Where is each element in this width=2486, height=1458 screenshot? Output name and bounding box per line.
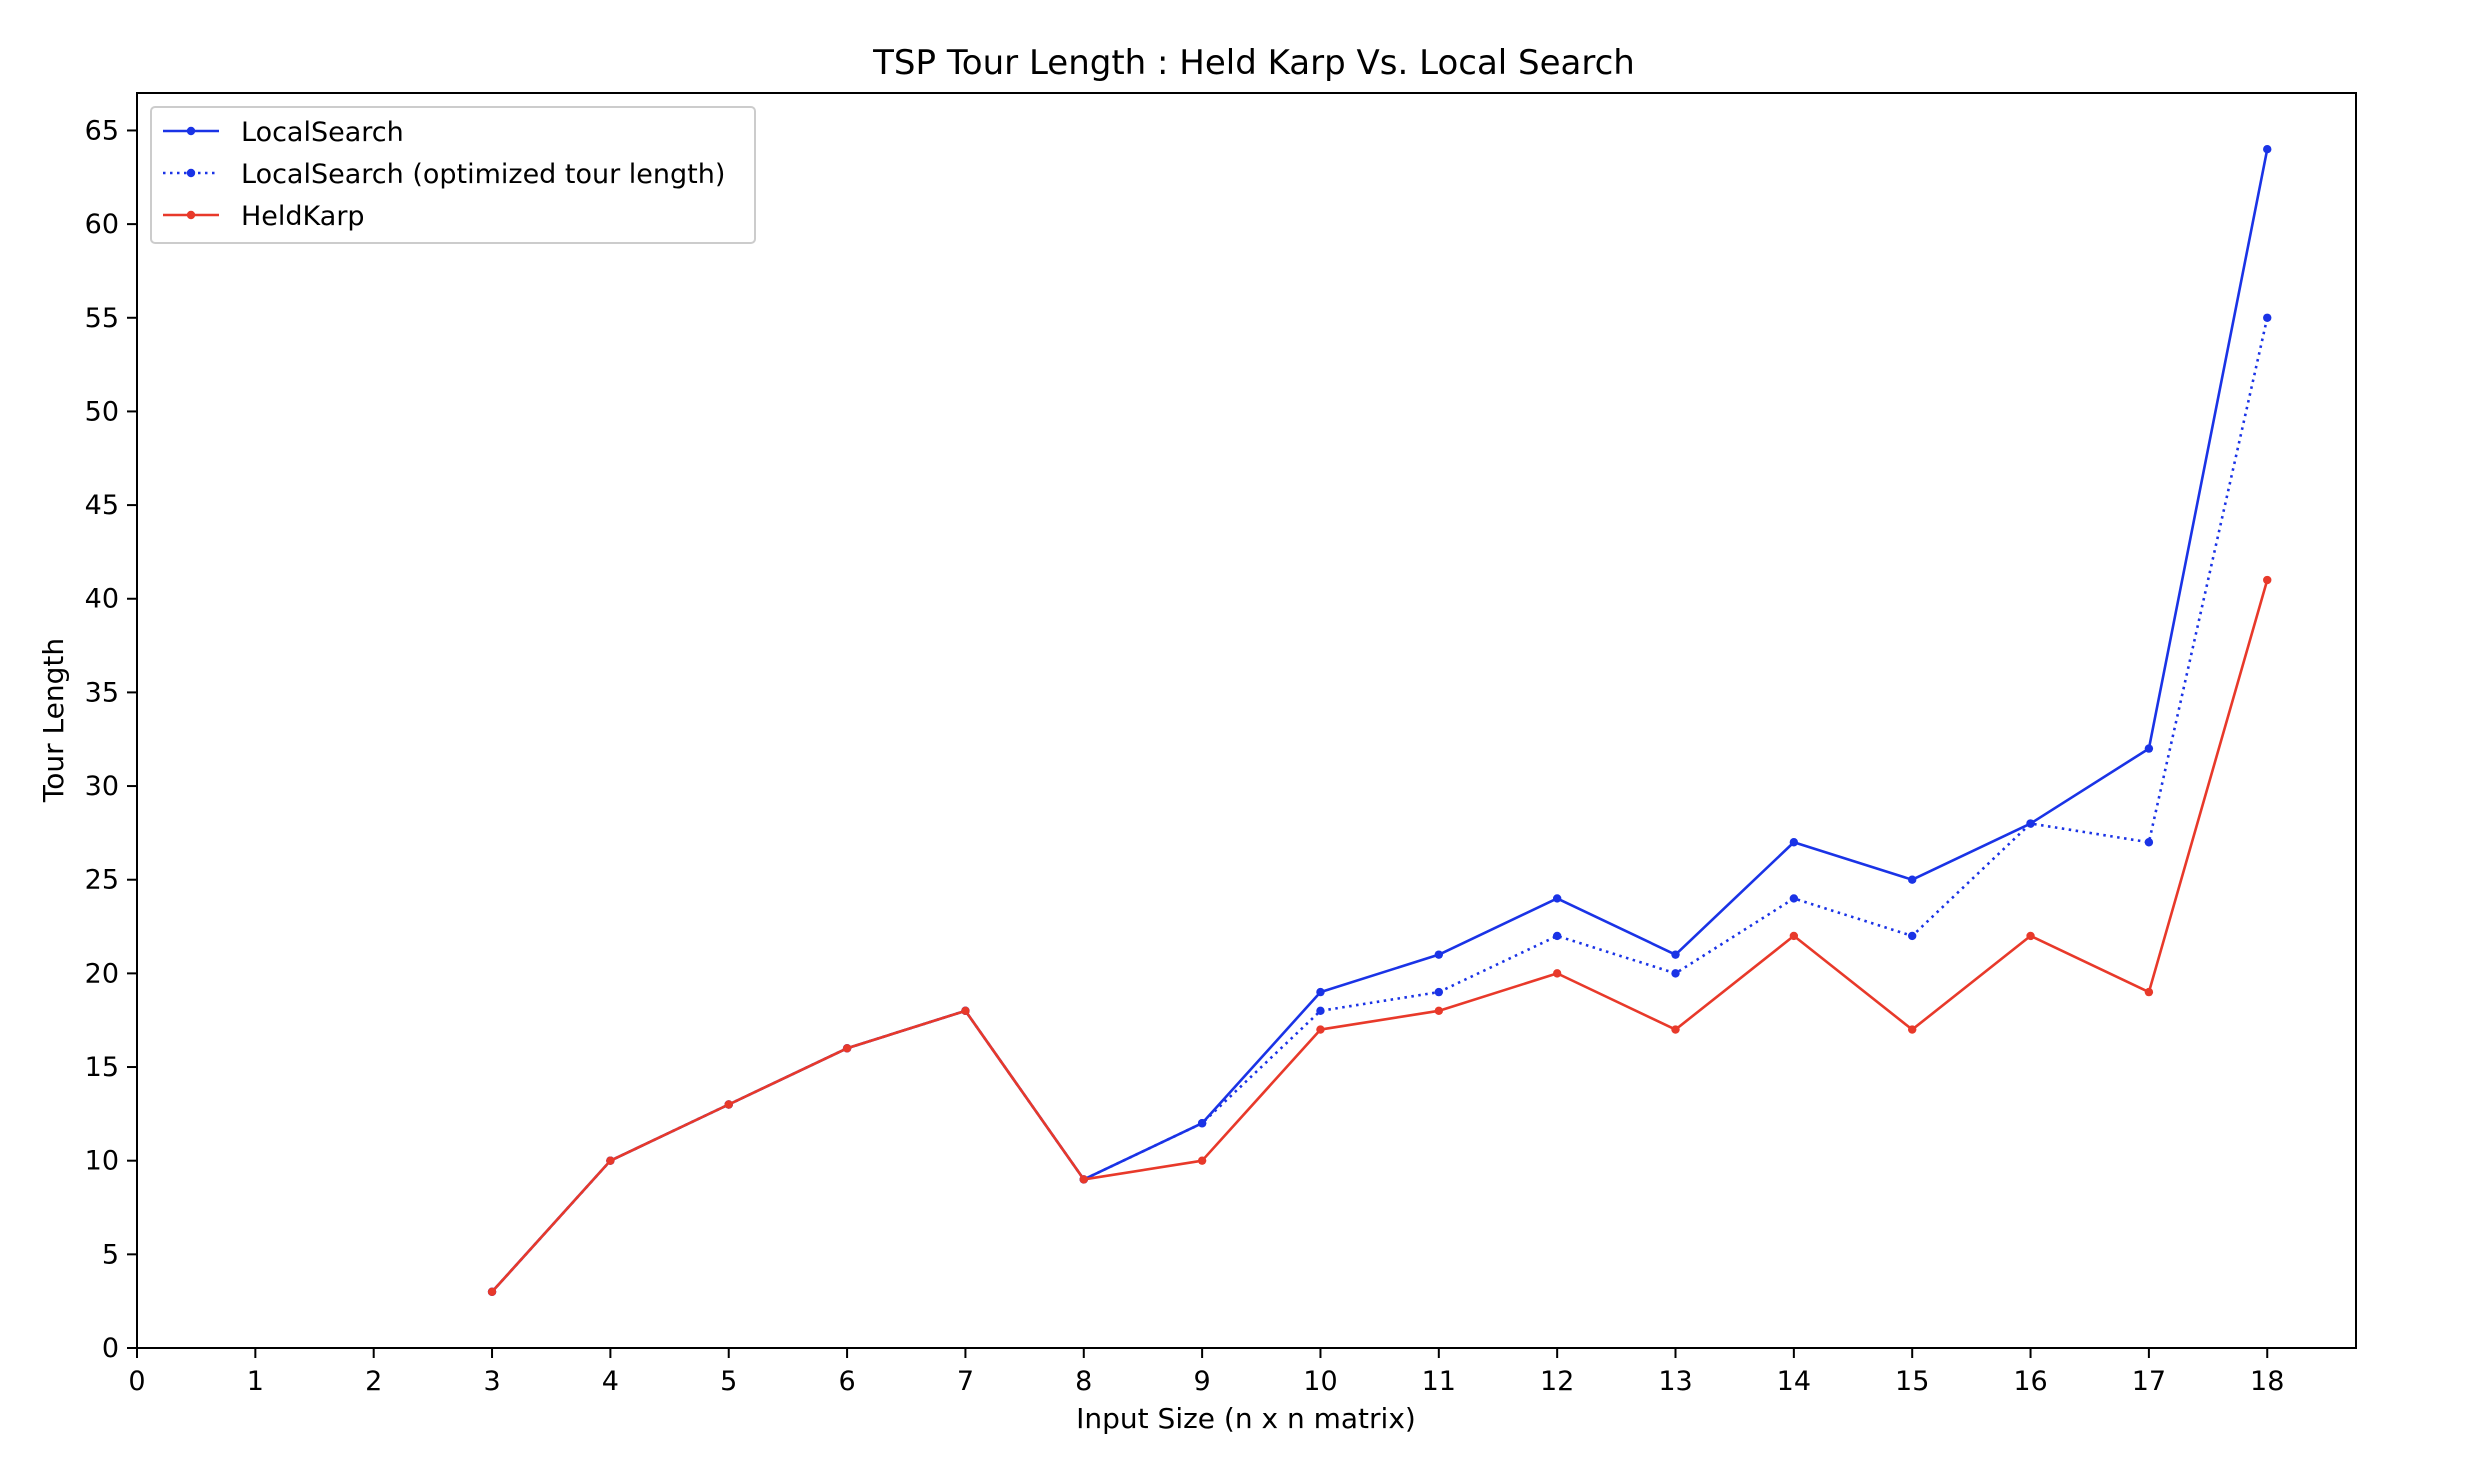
x-tick-label: 11: [1422, 1366, 1456, 1397]
legend: LocalSearch LocalSearch (optimized tour l…: [150, 106, 756, 244]
data-point: [2144, 987, 2154, 997]
data-point: [1197, 1119, 1207, 1128]
data-point: [1789, 931, 1799, 941]
data-point: [1789, 838, 1799, 847]
data-point: [1316, 1025, 1325, 1034]
series-line: [491, 579, 2269, 1293]
x-tick-label: 7: [957, 1366, 974, 1397]
series-layer: [487, 144, 2272, 1297]
data-point: [2026, 819, 2035, 828]
chart-title: TSP Tour Length : Held Karp Vs. Local Se…: [872, 43, 1635, 83]
data-point: [1908, 875, 1917, 884]
series-line: [491, 317, 2269, 1293]
data-point: [487, 1287, 497, 1297]
series-1: [487, 144, 2272, 1297]
plot-area: [136, 92, 2357, 1349]
data-point: [2263, 144, 2272, 154]
x-tick-label: 16: [2013, 1366, 2047, 1397]
data-point: [1434, 1006, 1444, 1016]
x-tick-label: 12: [1540, 1366, 1574, 1397]
data-point: [1434, 950, 1444, 959]
series-line: [491, 148, 2269, 1293]
legend-marker: [186, 168, 196, 178]
data-point: [1671, 969, 1680, 978]
y-tick-label: 10: [85, 1146, 119, 1177]
data-point: [1671, 950, 1680, 959]
x-axis-label: Input Size (n x n matrix): [1076, 1402, 1416, 1435]
y-tick-label: 15: [85, 1052, 119, 1083]
legend-marker: [186, 210, 196, 220]
data-point: [1197, 1156, 1207, 1165]
x-tick-label: 17: [2132, 1366, 2166, 1397]
legend-frame: [150, 106, 756, 244]
x-tick-label: 18: [2250, 1366, 2284, 1397]
legend-label: LocalSearch (optimized tour length): [241, 159, 725, 190]
y-tick-label: 20: [85, 958, 119, 989]
data-point: [1434, 987, 1444, 997]
data-point: [1316, 987, 1325, 997]
x-tick-label: 15: [1895, 1366, 1929, 1397]
y-tick-label: 40: [85, 584, 119, 615]
y-tick-label: 60: [85, 209, 119, 240]
data-point: [1079, 1175, 1088, 1184]
x-tick-label: 2: [365, 1366, 382, 1397]
data-point: [842, 1044, 852, 1053]
data-point: [2144, 838, 2154, 847]
legend-item: HeldKarp: [163, 201, 365, 232]
y-tick-label: 5: [102, 1239, 119, 1270]
y-tick-label: 50: [85, 396, 119, 427]
data-point: [1552, 931, 1562, 941]
data-point: [1908, 1025, 1917, 1034]
x-tick-label: 1: [247, 1366, 264, 1397]
y-tick-label: 55: [85, 303, 119, 334]
data-point: [2144, 744, 2154, 753]
y-tick-label: 65: [85, 115, 119, 146]
series-2: [487, 313, 2272, 1297]
data-point: [2263, 313, 2272, 322]
x-tick-label: 3: [483, 1366, 500, 1397]
series-3: [487, 575, 2272, 1297]
data-point: [1552, 969, 1562, 978]
data-point: [1671, 1025, 1680, 1034]
y-tick-label: 30: [85, 771, 119, 802]
data-point: [2263, 575, 2272, 585]
legend-marker: [186, 126, 196, 136]
x-tick-label: 4: [602, 1366, 619, 1397]
plot-frame: [136, 92, 2357, 1349]
x-tick-label: 13: [1658, 1366, 1692, 1397]
legend-label: LocalSearch: [241, 117, 404, 148]
y-axis: 0 5 10 15 20 25 30 35 40 45 50 55 60 65: [85, 115, 137, 1364]
y-tick-label: 25: [85, 865, 119, 896]
data-point: [724, 1100, 733, 1109]
data-point: [961, 1006, 970, 1016]
x-tick-label: 0: [128, 1366, 145, 1397]
y-axis-label: Tour Length: [37, 638, 70, 803]
legend-label: HeldKarp: [241, 201, 365, 232]
x-tick-label: 5: [720, 1366, 737, 1397]
data-point: [2026, 931, 2035, 941]
x-tick-label: 8: [1075, 1366, 1092, 1397]
legend-item: LocalSearch: [163, 117, 404, 148]
y-tick-label: 0: [102, 1333, 119, 1364]
x-tick-label: 6: [838, 1366, 855, 1397]
x-tick-label: 14: [1777, 1366, 1811, 1397]
data-point: [1908, 931, 1917, 941]
x-axis: 0 1 2 3 4 5 6 7 8 9 10 11 12 13 14 15 16 17 18: [128, 1348, 2284, 1397]
x-tick-label: 10: [1303, 1366, 1337, 1397]
y-tick-label: 45: [85, 490, 119, 521]
x-tick-label: 9: [1194, 1366, 1211, 1397]
data-point: [1316, 1006, 1325, 1016]
legend-item: LocalSearch (optimized tour length): [163, 159, 725, 190]
data-point: [606, 1156, 615, 1165]
data-point: [1789, 894, 1799, 903]
data-point: [1552, 894, 1562, 903]
y-tick-label: 35: [85, 677, 119, 708]
